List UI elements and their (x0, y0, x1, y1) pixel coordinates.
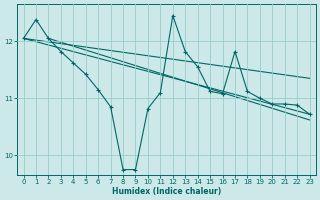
X-axis label: Humidex (Indice chaleur): Humidex (Indice chaleur) (112, 187, 221, 196)
